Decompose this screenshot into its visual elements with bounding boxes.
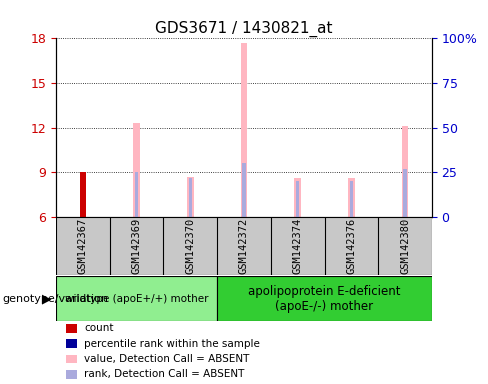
Bar bbox=[243, 164, 245, 217]
Bar bbox=[404, 169, 407, 217]
Text: GSM142372: GSM142372 bbox=[239, 218, 249, 274]
Text: genotype/variation: genotype/variation bbox=[2, 293, 108, 304]
Bar bbox=[296, 181, 299, 217]
Text: percentile rank within the sample: percentile rank within the sample bbox=[84, 339, 260, 349]
Text: GSM142369: GSM142369 bbox=[132, 218, 142, 274]
Text: wildtype (apoE+/+) mother: wildtype (apoE+/+) mother bbox=[65, 293, 208, 304]
Bar bbox=[350, 181, 353, 217]
Bar bbox=[187, 177, 194, 217]
Bar bbox=[133, 123, 140, 217]
Text: GSM142367: GSM142367 bbox=[78, 218, 88, 274]
Text: count: count bbox=[84, 323, 113, 333]
Text: rank, Detection Call = ABSENT: rank, Detection Call = ABSENT bbox=[84, 369, 244, 379]
Bar bbox=[189, 178, 192, 217]
Text: GSM142376: GSM142376 bbox=[346, 218, 356, 274]
Text: GSM142370: GSM142370 bbox=[185, 218, 195, 274]
Bar bbox=[402, 126, 408, 217]
Text: GSM142380: GSM142380 bbox=[400, 218, 410, 274]
Text: value, Detection Call = ABSENT: value, Detection Call = ABSENT bbox=[84, 354, 249, 364]
Bar bbox=[80, 172, 86, 217]
Text: GSM142374: GSM142374 bbox=[293, 218, 303, 274]
Text: ▶: ▶ bbox=[41, 292, 51, 305]
Bar bbox=[56, 276, 217, 321]
Bar bbox=[81, 172, 86, 217]
Bar bbox=[241, 43, 247, 217]
Bar bbox=[294, 178, 301, 217]
Text: apolipoprotein E-deficient
(apoE-/-) mother: apolipoprotein E-deficient (apoE-/-) mot… bbox=[248, 285, 401, 313]
Bar bbox=[217, 276, 432, 321]
Title: GDS3671 / 1430821_at: GDS3671 / 1430821_at bbox=[155, 21, 333, 37]
Bar bbox=[135, 172, 138, 217]
Bar bbox=[348, 178, 355, 217]
